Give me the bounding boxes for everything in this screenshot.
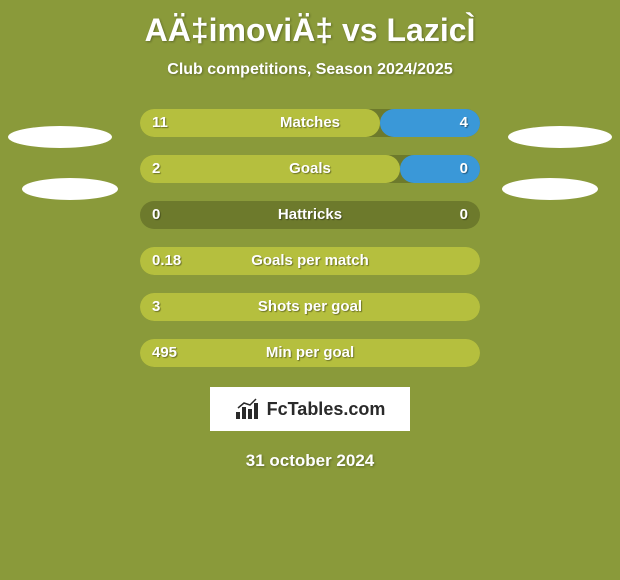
- page-title: AÄ‡imoviÄ‡ vs LazicÌ: [0, 0, 620, 49]
- stat-label: Goals per match: [140, 247, 480, 275]
- stat-label: Hattricks: [140, 201, 480, 229]
- stat-row: 3Shots per goal: [140, 293, 480, 321]
- stat-row: 0.18Goals per match: [140, 247, 480, 275]
- stat-label: Goals: [140, 155, 480, 183]
- stat-row: 495Min per goal: [140, 339, 480, 367]
- stat-label: Matches: [140, 109, 480, 137]
- decorative-ellipse: [502, 178, 598, 200]
- page-subtitle: Club competitions, Season 2024/2025: [0, 61, 620, 79]
- stats-container: 114Matches 20Goals 00Hattricks 0.18Goals pe…: [0, 109, 620, 367]
- decorative-ellipse: [508, 126, 612, 148]
- decorative-ellipse: [8, 126, 112, 148]
- stat-row: 00Hattricks: [140, 201, 480, 229]
- stat-label: Min per goal: [140, 339, 480, 367]
- stat-label: Shots per goal: [140, 293, 480, 321]
- chart-icon: [235, 398, 261, 420]
- stat-row: 20Goals: [140, 155, 480, 183]
- stat-row: 114Matches: [140, 109, 480, 137]
- decorative-ellipse: [22, 178, 118, 200]
- fctables-logo: FcTables.com: [210, 387, 410, 431]
- date-text: 31 october 2024: [0, 451, 620, 471]
- logo-text: FcTables.com: [267, 399, 386, 420]
